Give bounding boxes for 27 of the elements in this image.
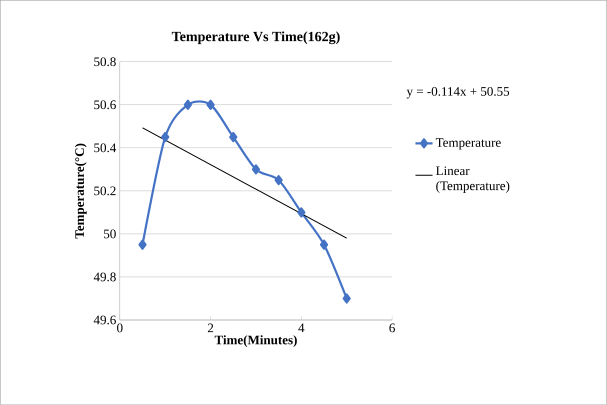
point [138, 240, 147, 250]
point [252, 164, 260, 175]
point [161, 132, 170, 142]
point [184, 100, 192, 110]
legend-label: Linear (Temperature) [436, 166, 510, 193]
y-tick-label: 49.8 [94, 272, 116, 282]
y-axis-title: Temperature(°C) [74, 144, 87, 239]
y-tick-label: 50.8 [94, 57, 116, 66]
x-tick-label: 2 [208, 324, 214, 332]
y-tick-label: 50 [104, 230, 116, 238]
point [320, 240, 328, 250]
point [206, 100, 215, 110]
x-axis-title: Time(Minutes) [214, 335, 297, 348]
point [297, 207, 306, 218]
y-tick-label: 50.6 [94, 100, 116, 110]
point [229, 132, 238, 142]
point [274, 175, 283, 186]
y-tick-label: 49.6 [94, 316, 116, 325]
point [342, 293, 351, 304]
legend-label: Temperature [436, 138, 501, 150]
chart-title: Temperature Vs Time(162g) [172, 31, 340, 44]
text: y = -0.114x + 50.55 [406, 87, 510, 99]
y-tick-label: 50.4 [94, 144, 116, 152]
y-tick-label: 50.2 [94, 186, 116, 196]
x-tick-label: 4 [298, 324, 304, 332]
x-tick-label: 0 [117, 324, 123, 332]
x-tick-label: 6 [389, 324, 395, 332]
